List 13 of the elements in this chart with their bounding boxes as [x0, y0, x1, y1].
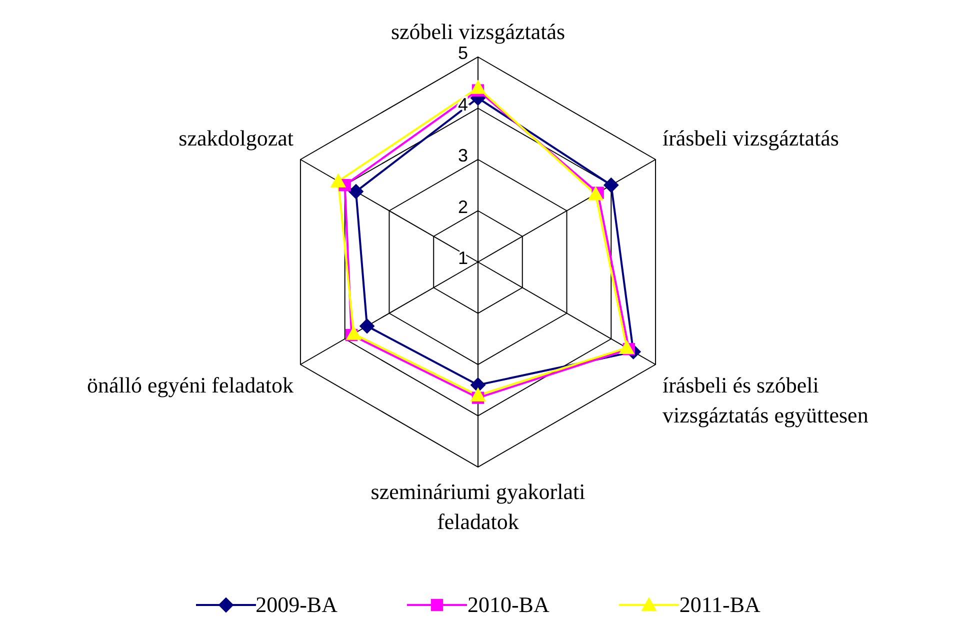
legend-label: 2010-BA — [467, 592, 550, 618]
legend-label: 2009-BA — [256, 592, 338, 618]
spoke-label: önálló egyéni feladatok — [87, 372, 294, 398]
spoke-label: írásbeli vizsgáztatás — [662, 126, 840, 150]
legend-label: 2011-BA — [679, 592, 760, 618]
spoke-label: szakdolgozat — [178, 126, 294, 150]
spoke-label: szóbeli vizsgáztatás — [390, 19, 566, 44]
spoke-label: írásbeli és szóbeli vizsgáztatás együttesen — [662, 372, 868, 428]
y-tick-label: 2 — [458, 196, 468, 217]
spoke-label: szemináriumi gyakorlati feladatok — [370, 479, 586, 534]
y-tick-label: 3 — [458, 146, 468, 166]
y-tick-label: 5 — [458, 43, 468, 63]
y-tick-label: 1 — [458, 248, 468, 268]
